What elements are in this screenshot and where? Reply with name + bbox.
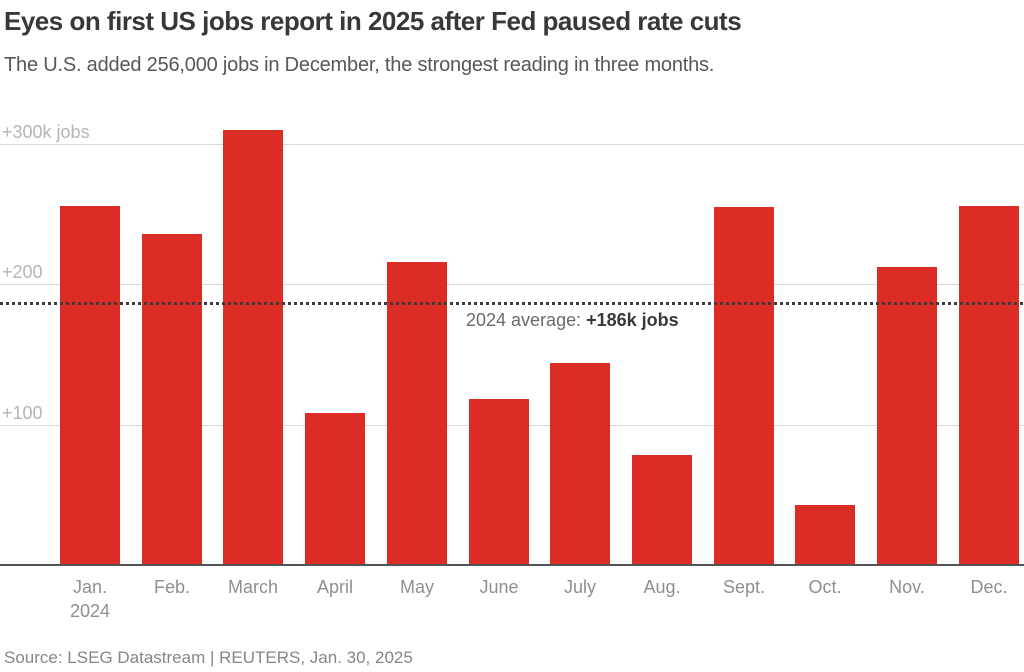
bar-dec	[959, 206, 1019, 565]
x-axis-label-july: July	[535, 575, 625, 599]
x-axis-label-feb: Feb.	[127, 575, 217, 599]
chart-subtitle: The U.S. added 256,000 jobs in December,…	[4, 54, 715, 76]
bar-sept	[714, 207, 774, 565]
x-axis-label-aug: Aug.	[617, 575, 707, 599]
month-label: March	[227, 577, 278, 597]
bar-march	[223, 130, 283, 565]
y-axis-tick-label: +200	[2, 262, 43, 282]
month-label: Nov.	[889, 577, 925, 597]
month-label: Oct.	[808, 577, 842, 597]
year-label: 2024	[69, 601, 111, 622]
x-axis-line	[0, 564, 1024, 566]
x-axis-label-june: June	[454, 575, 544, 599]
average-annotation: 2024 average: +186k jobs	[466, 310, 679, 331]
x-axis-label-april: April	[290, 575, 380, 599]
month-label: Dec.	[970, 577, 1008, 597]
month-label: July	[563, 577, 596, 597]
bar-nov	[877, 267, 937, 565]
chart-title: Eyes on first US jobs report in 2025 aft…	[4, 6, 742, 36]
y-axis-tick-label: +300k jobs	[2, 122, 90, 142]
source-note: Source: LSEG Datastream | REUTERS, Jan. …	[4, 648, 413, 667]
month-label: Aug.	[643, 577, 681, 597]
month-label: April	[316, 577, 353, 597]
bar-april	[305, 413, 365, 565]
month-label: June	[479, 577, 519, 597]
x-axis-label-may: May	[372, 575, 462, 599]
month-label: Jan.	[72, 577, 108, 597]
gridline-200	[0, 284, 1024, 285]
average-annotation-label: 2024 average:	[466, 310, 587, 330]
bar-june	[469, 399, 529, 565]
x-axis-label-oct: Oct.	[780, 575, 870, 599]
x-axis-label-nov: Nov.	[862, 575, 952, 599]
month-label: May	[399, 577, 434, 597]
bar-oct	[795, 505, 855, 565]
bar-jan	[60, 206, 120, 565]
month-label: Sept.	[722, 577, 766, 597]
x-axis-label-jan: Jan. 2024	[45, 575, 135, 624]
month-label: Feb.	[153, 577, 191, 597]
x-axis-label-sept: Sept.	[699, 575, 789, 599]
average-annotation-value: +186k jobs	[586, 310, 679, 330]
bar-may	[387, 262, 447, 565]
bar-july	[550, 363, 610, 565]
y-axis-tick-label: +100	[2, 403, 43, 423]
bar-feb	[142, 234, 202, 565]
x-axis-label-march: March	[208, 575, 298, 599]
bar-aug	[632, 455, 692, 565]
average-dotted-line	[0, 302, 1024, 305]
gridline-300	[0, 144, 1024, 145]
x-axis-label-dec: Dec.	[944, 575, 1024, 599]
